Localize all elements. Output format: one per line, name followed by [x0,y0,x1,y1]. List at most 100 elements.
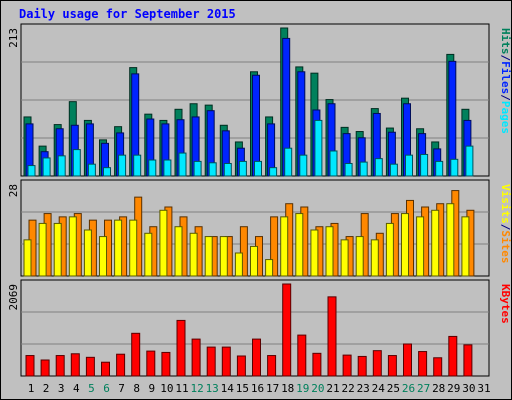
x-tick-label: 20 [311,382,324,395]
pages-bar [238,160,247,177]
kbytes-bar [206,346,216,377]
pages-bar [284,147,293,177]
sites-bar [310,229,319,277]
series-legend: KBytes [499,284,512,324]
kbytes-bar [131,332,141,377]
sites-bar [159,209,168,277]
pages-bar [269,167,278,177]
kbytes-bar [146,350,156,377]
x-tick-label: 15 [236,382,249,395]
kbytes-bar [70,353,80,377]
files-bar [252,74,260,177]
kbytes-bar [372,350,382,377]
kbytes-bar [342,354,352,377]
sites-bar [68,216,77,277]
sites-bar [401,213,409,277]
pages-bar [450,158,459,177]
pages-bar [374,158,383,177]
pages-bar [178,152,187,177]
y-max-label: 213 [7,28,20,48]
kbytes-bar [463,344,473,377]
sites-bar [370,239,379,277]
pages-bar [329,150,338,177]
legend-entry: Hits [499,28,512,55]
pages-bar [223,162,232,177]
x-axis: 1 2 3 4 5 6 7 8 9 10 11 12 13 14 15 16 17 18 19 20 21 22 23 24 2… [28,382,491,395]
kbytes-bar [116,353,126,377]
x-tick-label: 10 [160,382,173,395]
pages-bar [42,157,51,177]
pages-bar [208,162,217,177]
x-tick-label: 22 [341,382,354,395]
sites-bar [174,226,183,277]
sites-bar [385,222,394,277]
sites-bar [53,222,62,277]
kbytes-bar [161,351,171,377]
y-max-label: 28 [7,184,20,197]
kbytes-bar [25,355,35,377]
x-tick-label: 19 [296,382,309,395]
y-max-label: 2069 [7,284,20,311]
sites-bar [280,216,289,277]
x-tick-label: 27 [417,382,430,395]
pages-bar [435,160,444,177]
pages-bar [163,159,172,177]
x-tick-label: 13 [206,382,219,395]
kbytes-bar [191,338,201,377]
x-tick-label: 3 [58,382,65,395]
x-tick-label: 18 [281,382,294,395]
x-tick-label: 4 [73,382,80,395]
x-tick-label: 6 [103,382,110,395]
sites-bar [250,245,258,277]
sites-bar [129,219,138,277]
kbytes-bar [297,334,307,377]
x-tick-label: 31 [477,382,490,395]
x-tick-label: 29 [447,382,460,395]
sites-bar [189,232,198,277]
x-tick-label: 21 [326,382,339,395]
sites-bar [355,236,364,277]
x-tick-label: 8 [133,382,140,395]
kbytes-bar [387,355,397,377]
sites-bar [340,239,349,277]
sites-bar [38,222,47,277]
x-tick-label: 17 [266,382,279,395]
legend-entry: Files [499,61,512,94]
kbytes-bar [357,355,367,377]
kbytes-bar [236,355,246,377]
x-tick-label: 1 [28,382,35,395]
pages-bar [254,160,262,177]
kbytes-bar [282,283,292,377]
pages-bar [405,154,413,177]
pages-bar [57,155,66,177]
series-legend: Visits/Sites [499,184,512,264]
x-tick-label: 30 [462,382,475,395]
pages-bar [103,167,111,177]
sites-bar [446,203,455,277]
sites-bar [114,219,123,277]
files-bar [448,60,457,177]
visits-bar [270,216,279,277]
kbytes-bar [101,361,110,377]
pages-bar [193,160,202,177]
x-tick-label: 12 [190,382,203,395]
sites-bar [325,226,334,277]
x-tick-label: 11 [175,382,188,395]
kbytes-bar [176,319,186,377]
x-tick-label: 7 [118,382,125,395]
sites-bar [83,229,92,277]
x-tick-label: 14 [221,382,235,395]
x-tick-label: 23 [357,382,370,395]
hits-files-pages-panel: 213 Hits/Files/Pages [7,23,512,177]
sites-bar [265,259,274,277]
x-tick-label: 26 [402,382,415,395]
legend-entry: KBytes [499,284,512,324]
pages-bar [314,119,323,177]
legend-entry: Sites [499,230,512,263]
kbytes-bar [252,338,261,377]
sites-bar [431,209,440,277]
x-tick-label: 2 [43,382,50,395]
sites-bar [99,236,107,277]
sites-bar [219,236,228,277]
